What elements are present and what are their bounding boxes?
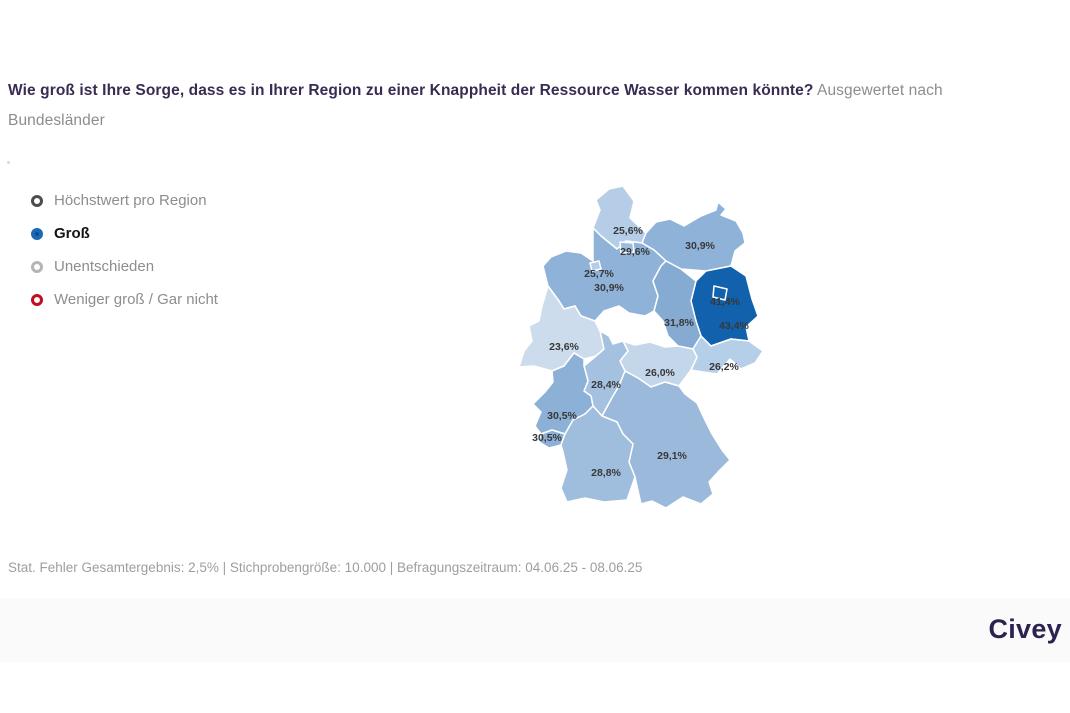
poll-question: Wie groß ist Ihre Sorge, dass es in Ihre…	[8, 82, 814, 99]
radio-ring-icon[interactable]	[31, 260, 43, 273]
legend-item-label: Weniger groß / Gar nicht	[54, 291, 218, 308]
radio-selected-icon[interactable]	[31, 227, 43, 240]
question-line: Wie groß ist Ihre Sorge, dass es in Ihre…	[8, 76, 1063, 106]
stray-dot	[7, 161, 10, 164]
legend-item-label: Groß	[54, 225, 90, 242]
region-niedersachsen[interactable]	[542, 227, 667, 322]
radio-ring-icon[interactable]	[31, 194, 43, 207]
answer-legend: Höchstwert pro Region Groß Unentschieden…	[31, 184, 218, 316]
survey-stats-line: Stat. Fehler Gesamtergebnis: 2,5% | Stic…	[8, 560, 643, 575]
region-berlin[interactable]	[712, 285, 728, 301]
map-svg: 25,6%30,9%29,6%25,7%30,9%41,4%43,4%31,8%…	[518, 185, 764, 509]
region-baden-wuerttemberg[interactable]	[560, 405, 636, 503]
region-bremen[interactable]	[589, 260, 602, 272]
evaluated-by-label: Ausgewertet nach	[817, 82, 943, 99]
brand-band: Civey	[0, 598, 1070, 662]
legend-item-label: Unentschieden	[54, 258, 155, 275]
legend-item-unentschieden[interactable]: Unentschieden	[31, 250, 218, 283]
header: Wie groß ist Ihre Sorge, dass es in Ihre…	[8, 76, 1063, 136]
map-regions	[518, 185, 764, 509]
germany-choropleth-map: 25,6% 30,9% 29,6% 25,7% 30,9% 41,4% 43,4% 31,8%…	[505, 182, 775, 522]
question-line-2: Bundesländer	[8, 106, 1063, 136]
legend-item-weniger-gross[interactable]: Weniger groß / Gar nicht	[31, 283, 218, 316]
breakdown-dimension-label: Bundesländer	[8, 112, 105, 129]
region-hamburg[interactable]	[619, 241, 635, 254]
legend-item-label: Höchstwert pro Region	[54, 192, 207, 209]
radio-ring-icon[interactable]	[31, 293, 43, 306]
legend-item-hoechstwert[interactable]: Höchstwert pro Region	[31, 184, 218, 217]
civey-logo[interactable]: Civey	[988, 614, 1062, 644]
legend-item-gross[interactable]: Groß	[31, 217, 218, 250]
region-sachsen[interactable]	[690, 335, 764, 375]
